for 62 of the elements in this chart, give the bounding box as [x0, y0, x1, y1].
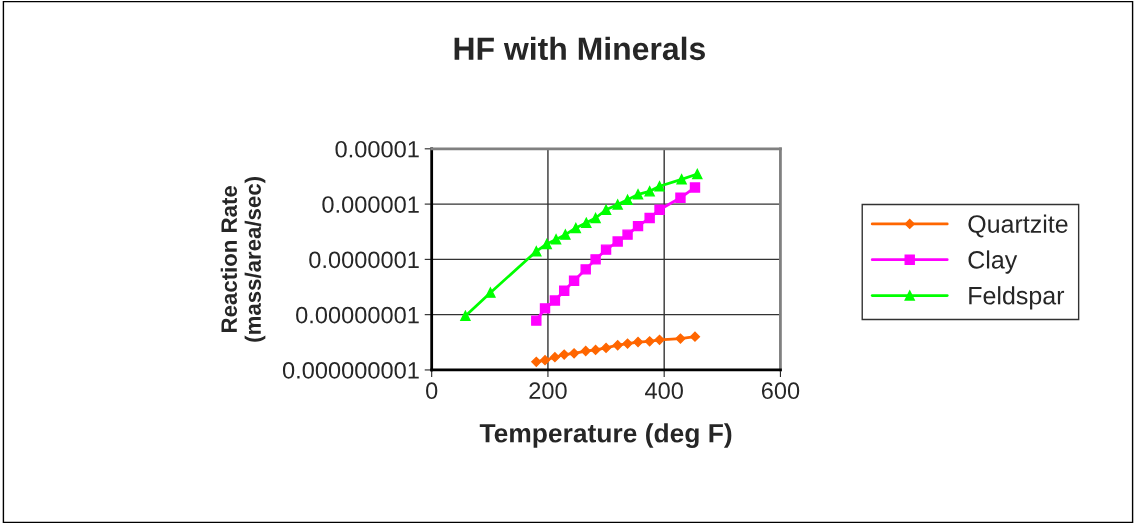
legend-label: Feldspar	[969, 286, 1065, 310]
point	[689, 331, 701, 342]
point	[549, 295, 561, 306]
point	[612, 236, 623, 247]
x-tick-label: 200	[529, 382, 567, 400]
x-axis-title: Temperature (deg F)	[479, 423, 732, 448]
point	[612, 199, 623, 210]
point	[570, 222, 582, 234]
point	[568, 348, 580, 359]
point	[644, 336, 655, 347]
point	[600, 342, 612, 354]
point	[539, 303, 551, 314]
point	[644, 212, 655, 224]
point	[675, 192, 686, 204]
y-tick-label: 0.000001	[322, 196, 419, 213]
y-tick-label: 0.0000001	[309, 251, 419, 269]
point	[632, 189, 644, 200]
point	[590, 254, 601, 265]
point	[485, 287, 496, 298]
point	[539, 355, 551, 366]
y-tick-label: 0.000000001	[282, 362, 419, 379]
point	[531, 315, 542, 326]
y-tick-label: 0.00001	[335, 140, 419, 158]
point	[581, 217, 592, 228]
point	[622, 229, 633, 240]
point	[692, 168, 703, 180]
point	[612, 340, 623, 351]
point	[541, 238, 552, 250]
point	[590, 344, 601, 356]
point	[622, 194, 633, 205]
point	[600, 204, 612, 215]
point	[580, 345, 591, 357]
point	[460, 310, 471, 322]
point	[549, 352, 561, 363]
y-tick-label: 0.00000001	[296, 306, 419, 324]
point	[675, 333, 686, 344]
point	[600, 244, 612, 255]
point	[654, 334, 665, 345]
point	[654, 181, 665, 192]
point	[550, 234, 562, 245]
x-tick-label: 0	[426, 382, 438, 400]
point	[531, 356, 542, 367]
point	[632, 220, 644, 232]
legend-label: Quartzite	[968, 214, 1068, 238]
chart-title: HF with Minerals	[454, 36, 705, 61]
x-tick-label: 400	[645, 382, 683, 400]
point	[568, 275, 580, 286]
point	[689, 182, 701, 193]
y-axis-title: Reaction Rate (mass/area/sec)	[220, 177, 266, 342]
point	[560, 229, 571, 240]
point	[632, 336, 644, 348]
point	[622, 338, 633, 349]
point	[590, 212, 601, 224]
point	[676, 174, 687, 185]
point	[654, 204, 665, 215]
point	[558, 285, 570, 297]
point	[580, 264, 591, 275]
point	[644, 186, 655, 197]
point	[531, 246, 542, 257]
legend-label: Clay	[968, 250, 1018, 274]
x-tick-label: 600	[761, 382, 800, 400]
point	[559, 349, 570, 360]
